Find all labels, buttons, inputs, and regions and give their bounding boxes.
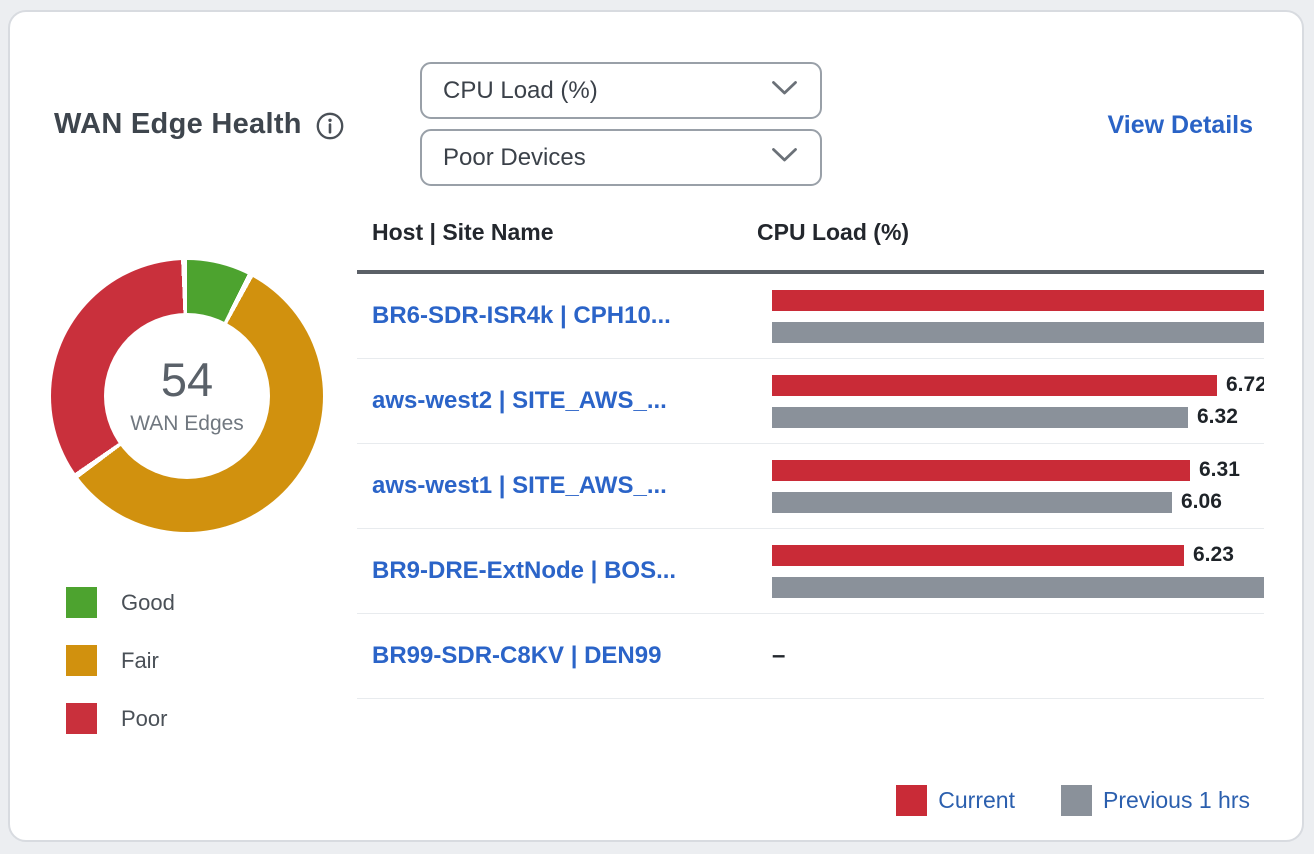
legend-label: Poor <box>121 705 168 731</box>
previous-value: 6.06 <box>1181 490 1222 513</box>
page-title: WAN Edge Health <box>54 108 302 140</box>
table-row: BR6-SDR-ISR4k | CPH10... <box>357 274 1264 359</box>
health-legend: Good Fair Poor <box>66 587 175 761</box>
no-data-dash: – <box>772 642 786 669</box>
device-link[interactable]: aws-west1 | SITE_AWS_... <box>372 472 667 499</box>
header-divider <box>357 270 1264 274</box>
previous-bar <box>772 576 1264 598</box>
previous-swatch <box>1060 785 1092 816</box>
current-bar <box>772 289 1264 311</box>
current-swatch <box>896 785 928 816</box>
current-bar <box>772 544 1184 566</box>
bar-cell: 6.23 <box>772 529 1264 613</box>
column-header-host-site: Host | Site Name <box>372 219 554 245</box>
device-link[interactable]: BR99-SDR-C8KV | DEN99 <box>372 642 662 669</box>
legend-label: Good <box>121 589 175 615</box>
bar-cell: 6.72 6.32 <box>772 359 1264 443</box>
chevron-down-icon <box>771 80 798 101</box>
device-table: Host | Site Name CPU Load (%) BR6-SDR-IS… <box>357 218 1264 699</box>
legend-item-fair: Fair <box>66 645 175 676</box>
donut-ring[interactable] <box>51 260 323 532</box>
chevron-down-icon <box>771 147 798 168</box>
current-value: 6.31 <box>1199 458 1240 481</box>
device-filter-dropdown[interactable]: Poor Devices <box>420 129 822 186</box>
table-row: BR9-DRE-ExtNode | BOS... 6.23 <box>357 529 1264 614</box>
view-details-link[interactable]: View Details <box>1107 111 1253 139</box>
poor-swatch <box>66 703 97 734</box>
series-legend: Current Previous 1 hrs <box>896 785 1250 816</box>
previous-bar <box>772 321 1264 343</box>
metric-dropdown[interactable]: CPU Load (%) <box>420 62 822 119</box>
bar-cell <box>772 274 1264 358</box>
table-row: aws-west2 | SITE_AWS_... 6.72 6.32 <box>357 359 1264 444</box>
bar-cell <box>772 614 1264 698</box>
legend-item-good: Good <box>66 587 175 618</box>
previous-bar <box>772 406 1188 428</box>
previous-bar <box>772 491 1172 513</box>
table-row: aws-west1 | SITE_AWS_... 6.31 6.06 <box>357 444 1264 529</box>
device-filter-dropdown-value: Poor Devices <box>443 143 586 171</box>
device-link[interactable]: BR6-SDR-ISR4k | CPH10... <box>372 302 671 329</box>
table-row: BR99-SDR-C8KV | DEN99 – <box>357 614 1264 699</box>
column-header-cpu-load: CPU Load (%) <box>757 219 910 245</box>
previous-value: 6.32 <box>1197 405 1238 428</box>
current-value: 6.23 <box>1193 543 1234 566</box>
metric-dropdown-value: CPU Load (%) <box>443 76 598 104</box>
current-bar <box>772 374 1217 396</box>
legend-item-previous: Previous 1 hrs <box>1060 785 1250 816</box>
wan-edge-health-widget: WAN Edge Health CPU Load (%) Poor Device… <box>8 10 1304 842</box>
legend-label: Current <box>938 787 1015 813</box>
health-donut-chart[interactable]: 54 WAN Edges <box>51 260 323 532</box>
device-link[interactable]: aws-west2 | SITE_AWS_... <box>372 387 667 414</box>
good-swatch <box>66 587 97 618</box>
device-link[interactable]: BR9-DRE-ExtNode | BOS... <box>372 557 677 584</box>
legend-label: Previous 1 hrs <box>1102 787 1250 813</box>
legend-item-current: Current <box>896 785 1015 816</box>
table-header: Host | Site Name CPU Load (%) <box>357 218 1264 246</box>
fair-swatch <box>66 645 97 676</box>
current-bar <box>772 459 1190 481</box>
current-value: 6.72 <box>1226 373 1264 396</box>
info-icon[interactable] <box>315 111 345 141</box>
bar-cell: 6.31 6.06 <box>772 444 1264 528</box>
widget-header: WAN Edge Health <box>54 108 345 141</box>
legend-label: Fair <box>121 647 159 673</box>
legend-item-poor: Poor <box>66 703 175 734</box>
